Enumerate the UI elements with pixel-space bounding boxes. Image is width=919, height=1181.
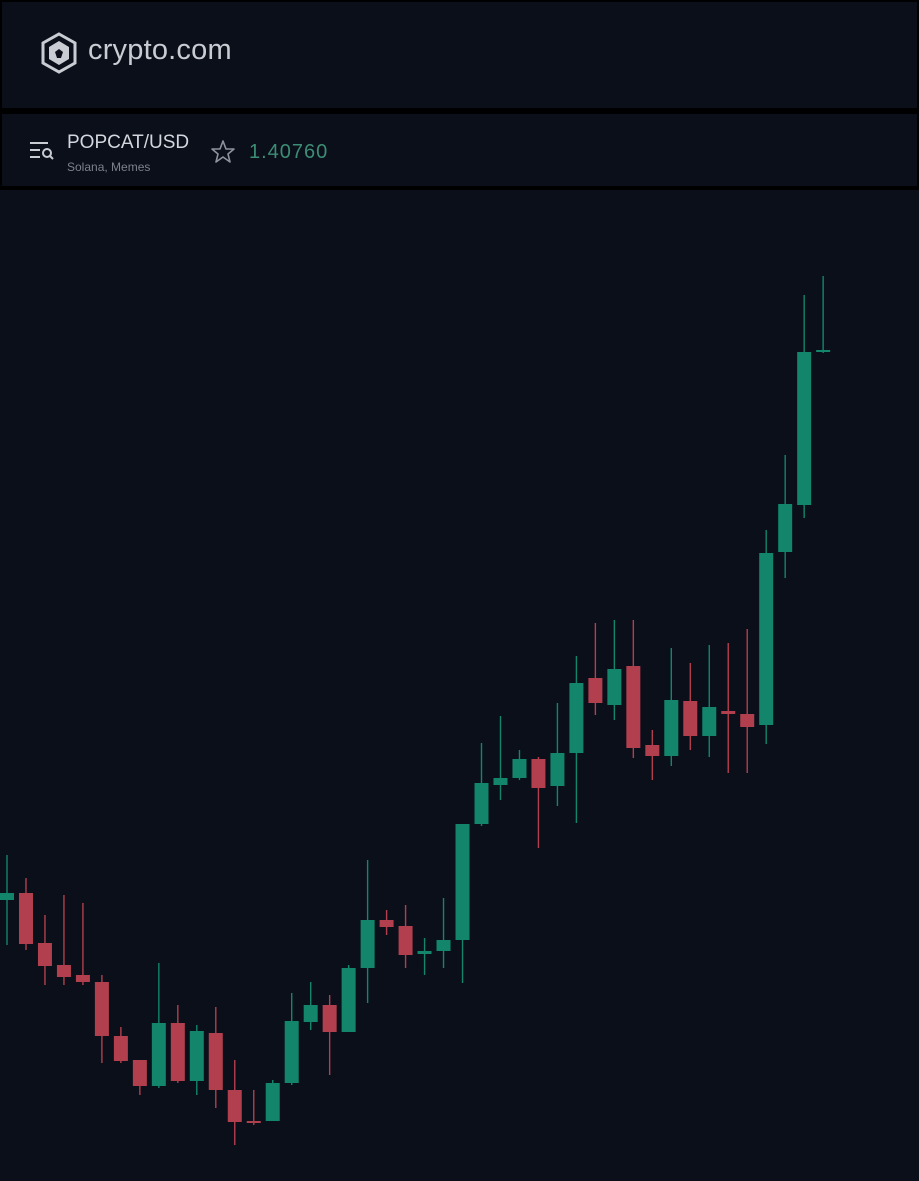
candle-body xyxy=(531,759,546,788)
candle-body xyxy=(797,352,812,505)
candle-body xyxy=(322,1005,337,1032)
candle-body xyxy=(721,711,736,714)
candle-body xyxy=(398,926,413,955)
candle-body xyxy=(626,666,641,748)
candle-body xyxy=(379,920,394,927)
market-search-icon[interactable] xyxy=(28,140,56,162)
candle-body xyxy=(436,940,451,951)
candle-body xyxy=(132,1060,147,1086)
candle-body xyxy=(778,504,793,552)
favorite-star[interactable] xyxy=(210,139,236,165)
candle-body xyxy=(360,920,375,968)
candle-body xyxy=(493,778,508,785)
candle-body xyxy=(265,1083,280,1121)
candle-body xyxy=(569,683,584,753)
candle-body xyxy=(607,669,622,705)
pair-bar: POPCAT/USD Solana, Memes 1.40760 xyxy=(2,114,917,186)
candle-body xyxy=(455,824,470,940)
candle-body xyxy=(246,1121,261,1123)
candle-body xyxy=(588,678,603,703)
last-price: 1.40760 xyxy=(249,141,329,163)
candle-body xyxy=(341,968,356,1032)
candle-body xyxy=(740,714,755,727)
candle-body xyxy=(683,701,698,736)
candle-body xyxy=(474,783,489,824)
candle-body xyxy=(227,1090,242,1122)
candle-body xyxy=(189,1031,204,1081)
candle-body xyxy=(18,893,33,944)
pair-tags: Solana, Memes xyxy=(67,160,151,174)
candle-body xyxy=(37,943,52,966)
candle-body xyxy=(151,1023,166,1086)
candlestick-chart xyxy=(0,190,919,1181)
candle-body xyxy=(75,975,90,982)
logo-icon[interactable] xyxy=(40,32,78,74)
candle-body xyxy=(512,759,527,778)
candle-body xyxy=(113,1036,128,1061)
candle-body xyxy=(702,707,717,736)
pair-symbol[interactable]: POPCAT/USD xyxy=(67,132,190,153)
candle-body xyxy=(94,982,109,1036)
candle-body xyxy=(645,745,660,756)
candle-body xyxy=(417,951,432,954)
candle-body xyxy=(816,350,831,352)
candle-body xyxy=(208,1033,223,1090)
candle-body xyxy=(303,1005,318,1022)
candle-body xyxy=(664,700,679,756)
candle-body xyxy=(0,893,14,900)
candle-body xyxy=(170,1023,185,1081)
candle-body xyxy=(550,753,565,786)
header: crypto.com xyxy=(2,2,917,108)
candle-body xyxy=(284,1021,299,1083)
candle-body xyxy=(759,553,774,725)
logo-text[interactable]: crypto.com xyxy=(88,34,232,66)
candle-body xyxy=(56,965,71,977)
